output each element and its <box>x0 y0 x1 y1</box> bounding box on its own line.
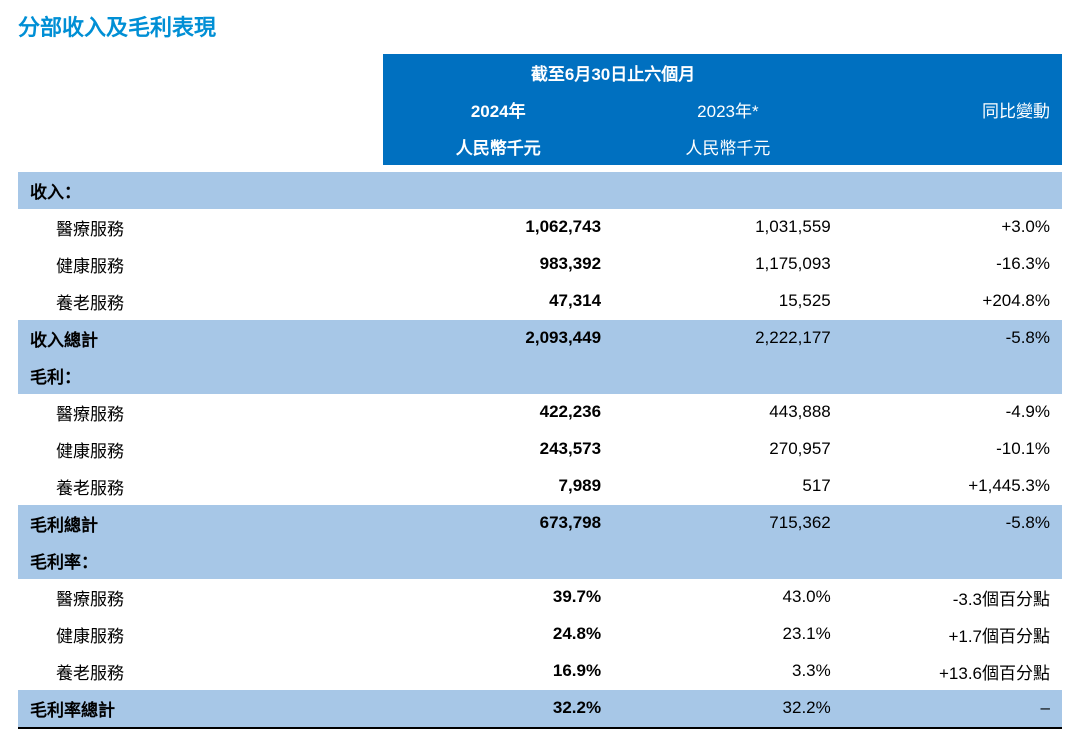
row-label: 健康服務 <box>18 431 383 468</box>
cell-empty <box>843 357 1062 394</box>
table-row: 健康服務24.8%23.1%+1.7個百分點 <box>18 616 1062 653</box>
header-change: 同比變動 <box>843 91 1062 128</box>
row-label: 養老服務 <box>18 283 383 320</box>
row-2023: 15,525 <box>613 283 843 320</box>
header-blank-right <box>843 54 1062 91</box>
subtotal-label: 毛利率總計 <box>18 690 383 728</box>
cell-empty <box>613 357 843 394</box>
header-period: 截至6月30日止六個月 <box>383 54 842 91</box>
row-2023: 443,888 <box>613 394 843 431</box>
row-change: -4.9% <box>843 394 1062 431</box>
cell-empty <box>843 542 1062 579</box>
cell-empty <box>383 542 613 579</box>
row-2024: 243,573 <box>383 431 613 468</box>
row-change: -16.3% <box>843 246 1062 283</box>
subtotal-2024: 673,798 <box>383 505 613 542</box>
subtotal-2023: 715,362 <box>613 505 843 542</box>
row-2024: 1,062,743 <box>383 209 613 246</box>
table-row: 養老服務47,31415,525+204.8% <box>18 283 1062 320</box>
subtotal-label: 收入總計 <box>18 320 383 357</box>
table-row: 醫療服務422,236443,888-4.9% <box>18 394 1062 431</box>
row-2023: 43.0% <box>613 579 843 616</box>
row-change: +1.7個百分點 <box>843 616 1062 653</box>
row-2023: 1,031,559 <box>613 209 843 246</box>
subtotal-2023: 32.2% <box>613 690 843 728</box>
row-label: 養老服務 <box>18 653 383 690</box>
segment-table: 截至6月30日止六個月 2024年 2023年* 同比變動 人民幣千元 人民幣千… <box>18 54 1062 729</box>
row-label: 健康服務 <box>18 616 383 653</box>
row-2024: 16.9% <box>383 653 613 690</box>
section-heading: 毛利率： <box>18 542 383 579</box>
row-change: +3.0% <box>843 209 1062 246</box>
header-year-2024: 2024年 <box>383 91 613 128</box>
table-row: 醫療服務1,062,7431,031,559+3.0% <box>18 209 1062 246</box>
row-label: 醫療服務 <box>18 394 383 431</box>
cell-empty <box>383 172 613 209</box>
row-label: 養老服務 <box>18 468 383 505</box>
subtotal-row: 毛利總計673,798715,362-5.8% <box>18 505 1062 542</box>
cell-empty <box>613 542 843 579</box>
table-row: 養老服務16.9%3.3%+13.6個百分點 <box>18 653 1062 690</box>
table-row: 健康服務983,3921,175,093-16.3% <box>18 246 1062 283</box>
table-row: 健康服務243,573270,957-10.1% <box>18 431 1062 468</box>
row-2024: 24.8% <box>383 616 613 653</box>
cell-empty <box>843 172 1062 209</box>
cell-empty <box>383 357 613 394</box>
subtotal-2024: 2,093,449 <box>383 320 613 357</box>
table-row: 養老服務7,989517+1,445.3% <box>18 468 1062 505</box>
subtotal-label: 毛利總計 <box>18 505 383 542</box>
row-2023: 3.3% <box>613 653 843 690</box>
page-title: 分部收入及毛利表現 <box>18 10 1062 42</box>
subtotal-row: 收入總計2,093,4492,222,177-5.8% <box>18 320 1062 357</box>
row-change: +1,445.3% <box>843 468 1062 505</box>
row-change: -10.1% <box>843 431 1062 468</box>
subtotal-change: – <box>843 690 1062 728</box>
header-blank <box>18 54 383 91</box>
subtotal-2023: 2,222,177 <box>613 320 843 357</box>
row-change: +13.6個百分點 <box>843 653 1062 690</box>
table-row: 醫療服務39.7%43.0%-3.3個百分點 <box>18 579 1062 616</box>
subtotal-2024: 32.2% <box>383 690 613 728</box>
section-heading: 收入： <box>18 172 383 209</box>
row-label: 醫療服務 <box>18 579 383 616</box>
row-2024: 7,989 <box>383 468 613 505</box>
section-heading: 毛利： <box>18 357 383 394</box>
header-blank-right <box>843 128 1062 166</box>
row-2023: 1,175,093 <box>613 246 843 283</box>
row-label: 醫療服務 <box>18 209 383 246</box>
header-unit-2024: 人民幣千元 <box>383 128 613 166</box>
header-unit-2023: 人民幣千元 <box>613 128 843 166</box>
row-2023: 517 <box>613 468 843 505</box>
subtotal-change: -5.8% <box>843 505 1062 542</box>
header-year-2023: 2023年* <box>613 91 843 128</box>
row-2024: 47,314 <box>383 283 613 320</box>
row-label: 健康服務 <box>18 246 383 283</box>
row-change: -3.3個百分點 <box>843 579 1062 616</box>
row-2024: 422,236 <box>383 394 613 431</box>
row-2023: 23.1% <box>613 616 843 653</box>
cell-empty <box>613 172 843 209</box>
row-change: +204.8% <box>843 283 1062 320</box>
row-2024: 39.7% <box>383 579 613 616</box>
subtotal-change: -5.8% <box>843 320 1062 357</box>
header-blank <box>18 128 383 166</box>
row-2023: 270,957 <box>613 431 843 468</box>
row-2024: 983,392 <box>383 246 613 283</box>
subtotal-row: 毛利率總計32.2%32.2%– <box>18 690 1062 728</box>
header-blank <box>18 91 383 128</box>
